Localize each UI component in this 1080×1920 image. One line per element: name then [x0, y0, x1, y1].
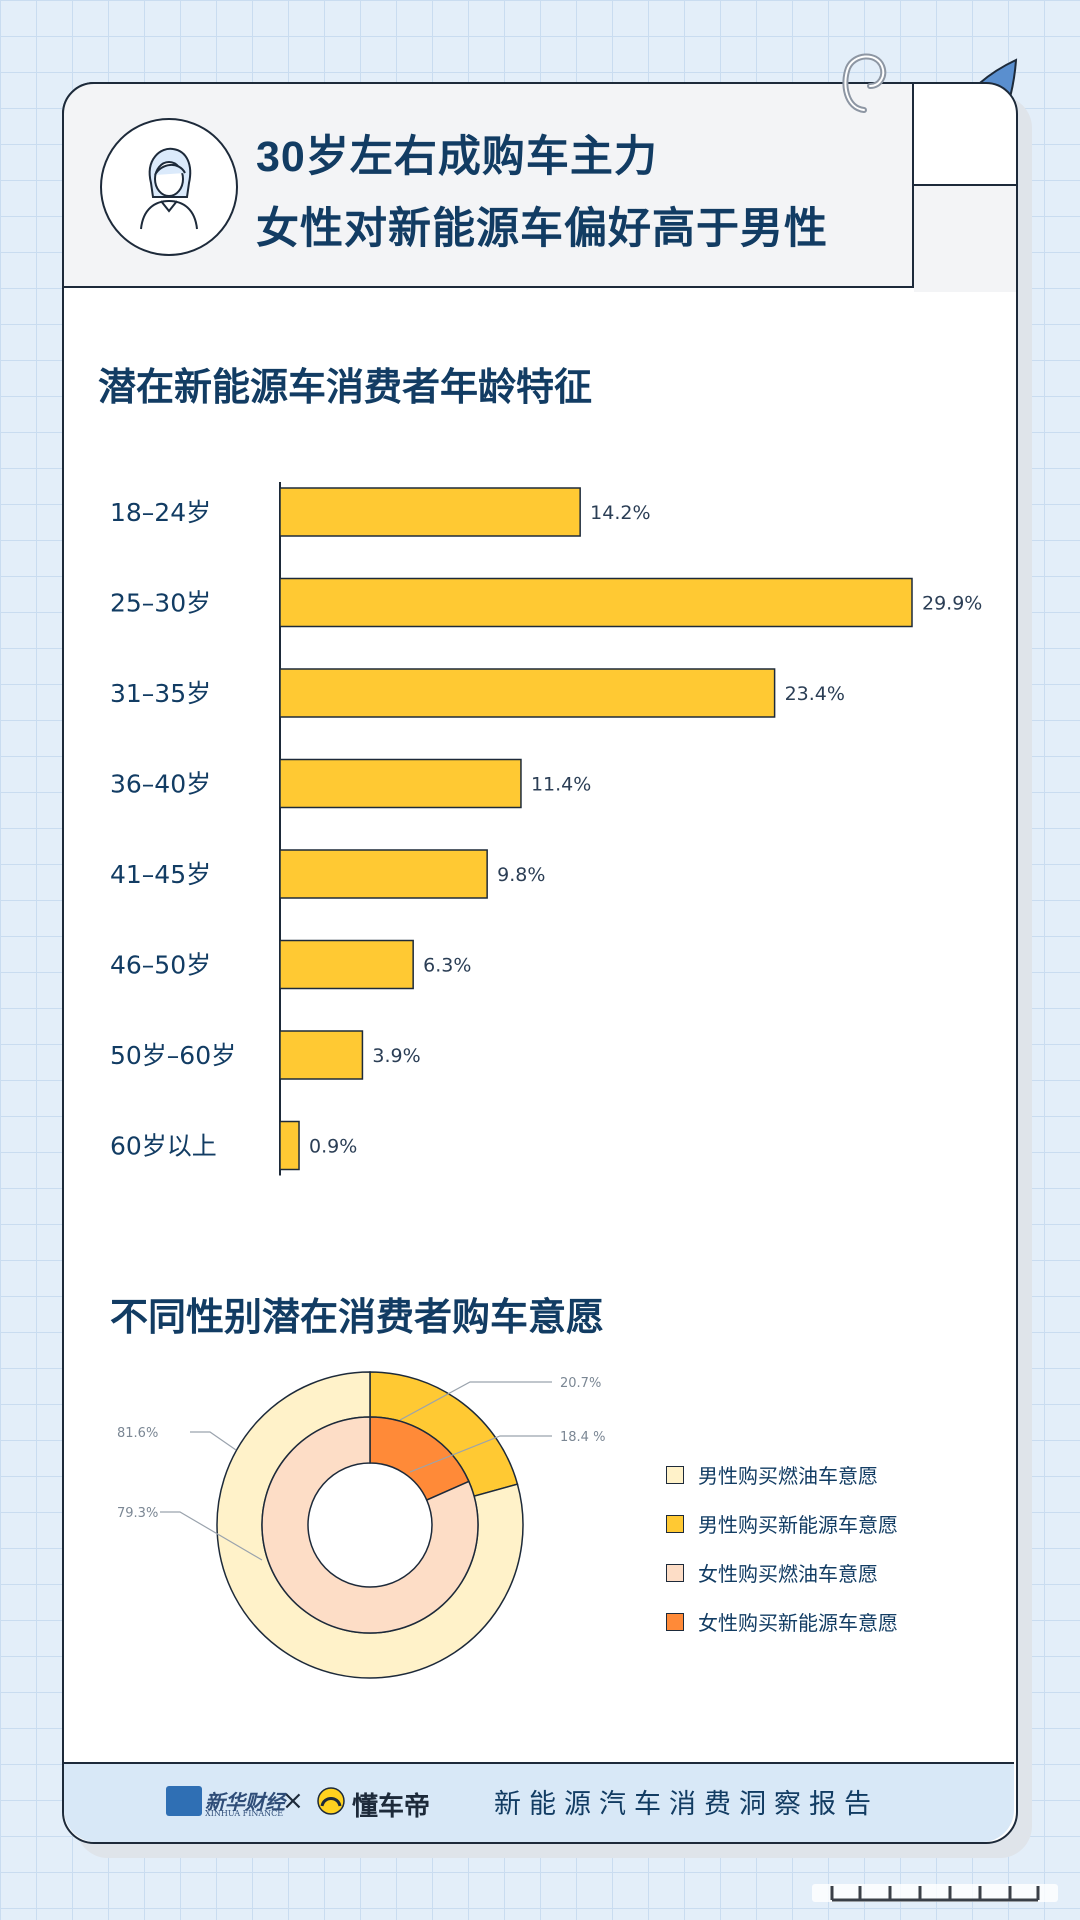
value-label: 23.4% [785, 683, 845, 705]
legend-item-female-ev: 女性购买新能源车意愿 [666, 1597, 898, 1646]
legend-item-female-oil: 女性购买燃油车意愿 [666, 1548, 898, 1597]
category-label: 46–50岁 [110, 951, 211, 980]
donut-slice [261, 1416, 479, 1634]
gender-donut-chart: 20.7% 18.4 % 81.6% 79.3% [117, 1371, 605, 1679]
title-tab [914, 184, 1018, 292]
bar [279, 1120, 300, 1171]
legend-swatch [666, 1612, 684, 1631]
legend-swatch [666, 1465, 684, 1484]
donut-chart-title: 不同性别潜在消费者购车意愿 [110, 1297, 605, 1339]
leader-line [190, 1431, 237, 1451]
brand-xinhua: 新华财经 [205, 1790, 285, 1814]
value-label: 3.9% [372, 1045, 420, 1067]
age-bar-chart: 18–24岁 14.2% 25–30岁 29.9% 31–35岁 23.4% 36–40岁 1… [110, 482, 982, 1176]
report-title: 新能源汽车消费洞察报告 [494, 1789, 879, 1820]
slice-label: 79.3% [117, 1506, 158, 1521]
scroll-indicator [812, 1884, 1058, 1902]
bar [279, 939, 414, 990]
brand-xinhua-sub: XINHUA FINANCE [205, 1809, 284, 1818]
avatar [100, 118, 238, 256]
legend-item-male-oil: 男性购买燃油车意愿 [666, 1450, 898, 1499]
donut-legend: 男性购买燃油车意愿 男性购买新能源车意愿 女性购买燃油车意愿 女性购买新能源车意… [666, 1450, 898, 1646]
legend-swatch [666, 1514, 684, 1533]
bar [279, 487, 581, 537]
bar [279, 1030, 364, 1080]
woman-avatar-icon [140, 147, 198, 230]
bar [279, 577, 913, 628]
legend-swatch [666, 1563, 684, 1582]
dongchedi-logo-icon [317, 1787, 345, 1815]
title-line-1: 30岁左右成购车主力 [256, 133, 658, 181]
value-label: 29.9% [922, 593, 982, 615]
leader-line [399, 1381, 552, 1421]
xinhua-logo-icon [166, 1786, 202, 1816]
category-label: 31–35岁 [110, 679, 211, 708]
legend-item-male-ev: 男性购买新能源车意愿 [666, 1499, 898, 1548]
bar [279, 668, 776, 718]
binder-ring-icon [842, 53, 887, 113]
brand-dongchedi: 懂车帝 [352, 1792, 431, 1822]
value-label: 6.3% [423, 955, 471, 977]
value-label: 9.8% [497, 864, 545, 886]
legend-label: 女性购买燃油车意愿 [698, 1562, 878, 1586]
category-label: 50岁–60岁 [110, 1041, 236, 1070]
legend-label: 男性购买燃油车意愿 [698, 1464, 878, 1488]
legend-label: 女性购买新能源车意愿 [698, 1611, 898, 1635]
value-label: 0.9% [309, 1136, 357, 1158]
value-label: 14.2% [590, 502, 650, 524]
legend-label: 男性购买新能源车意愿 [698, 1513, 898, 1537]
leader-line [160, 1511, 263, 1561]
bar [279, 849, 488, 899]
slice-label: 81.6% [117, 1426, 158, 1441]
footer-bar [64, 1762, 1014, 1842]
category-label: 36–40岁 [110, 770, 211, 799]
category-label: 41–45岁 [110, 860, 211, 889]
category-label: 25–30岁 [110, 589, 211, 618]
title-line-2: 女性对新能源车偏好高于男性 [256, 205, 828, 253]
category-label: 18–24岁 [110, 498, 211, 527]
slice-label: 18.4 % [560, 1430, 605, 1445]
category-label: 60岁以上 [110, 1132, 217, 1161]
slice-label: 20.7% [560, 1376, 601, 1391]
bar [279, 758, 522, 809]
value-label: 11.4% [531, 774, 591, 796]
bar-chart-title: 潜在新能源车消费者年龄特征 [98, 367, 593, 409]
leader-line [409, 1435, 552, 1473]
times-symbol: × [282, 1786, 304, 1816]
